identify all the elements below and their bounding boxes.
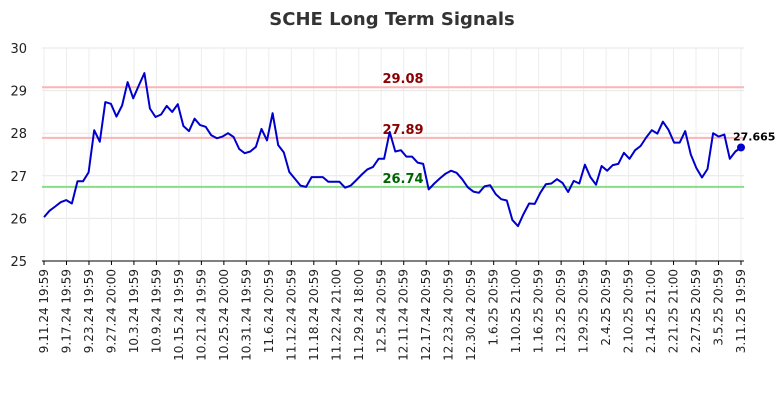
x-tick-label: 2.10.25 20:59: [622, 269, 636, 353]
x-tick-label: 11.6.24 20:59: [262, 269, 276, 353]
x-tick-label: 3.5.25 20:59: [712, 269, 726, 346]
price-line: [43, 72, 742, 228]
x-tick-label: 1.29.25 20:59: [577, 269, 591, 353]
x-tick-label: 1.23.25 20:59: [554, 269, 568, 353]
x-tick-label: 10.15.24 19:59: [172, 269, 186, 361]
x-tick-label: 9.27.24 20:00: [104, 269, 118, 353]
grid: [42, 47, 744, 262]
reference-label: 29.08: [382, 72, 423, 87]
series-layer: 27.665: [43, 72, 775, 228]
x-tick-label: 3.11.25 19:59: [734, 269, 748, 353]
x-tick-label: 2.4.25 20:59: [599, 269, 613, 346]
x-tick-label: 2.27.25 20:59: [689, 269, 703, 353]
x-tick-label: 10.31.24 19:59: [239, 269, 253, 361]
x-tick-label: 9.17.24 19:59: [59, 269, 73, 353]
y-tick-label: 27: [10, 170, 27, 185]
x-tick-label: 11.12.24 20:59: [284, 269, 298, 361]
x-tick-label: 11.29.24 18:00: [352, 269, 366, 361]
y-tick-label: 25: [10, 255, 27, 270]
reference-label: 26.74: [382, 172, 423, 187]
x-axis-ticks: 9.11.24 19:59 9.17.24 19:59 9.23.24 19:59 9…: [37, 261, 748, 361]
x-tick-label: 12.11.24 20:59: [397, 269, 411, 361]
x-tick-label: 12.5.24 20:59: [374, 269, 388, 353]
x-tick-label: 10.25.24 20:00: [217, 269, 231, 361]
x-tick-label: 12.23.24 20:59: [442, 269, 456, 361]
x-tick-label: 10.21.24 19:59: [194, 269, 208, 361]
x-tick-label: 12.17.24 20:59: [419, 269, 433, 361]
x-tick-label: 9.23.24 19:59: [82, 269, 96, 353]
y-axis-ticks: 25 26 27 28 29 30: [10, 42, 27, 270]
x-tick-label: 11.22.24 21:00: [329, 269, 343, 361]
x-tick-label: 12.30.24 20:59: [464, 269, 478, 361]
y-tick-label: 30: [10, 42, 27, 57]
reference-label: 27.89: [382, 123, 423, 138]
last-point-marker: [737, 143, 745, 152]
last-value-label: 27.665: [733, 130, 775, 143]
x-tick-label: 1.6.25 20:59: [487, 269, 501, 346]
x-tick-label: 10.3.24 19:59: [127, 269, 141, 353]
x-tick-label: 2.21.25 21:00: [667, 269, 681, 353]
x-tick-label: 10.9.24 19:59: [149, 269, 163, 353]
reference-lines: 29.08 27.89 26.74: [42, 72, 744, 188]
y-tick-label: 26: [10, 212, 27, 227]
chart-title: SCHE Long Term Signals: [269, 9, 514, 30]
x-tick-label: 9.11.24 19:59: [37, 269, 51, 353]
x-tick-label: 2.14.25 21:00: [644, 269, 658, 353]
y-tick-label: 28: [10, 127, 27, 142]
x-tick-label: 11.18.24 20:59: [307, 269, 321, 361]
y-tick-label: 29: [10, 85, 27, 100]
x-tick-label: 1.16.25 20:59: [532, 269, 546, 353]
x-tick-label: 1.10.25 21:00: [509, 269, 523, 353]
